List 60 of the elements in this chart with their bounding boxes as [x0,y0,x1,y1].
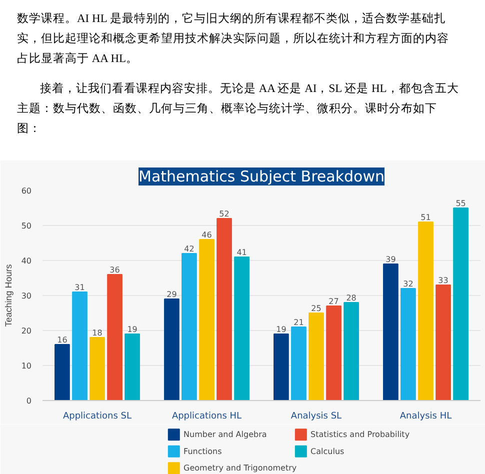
legend-label: Number and Algebra [184,430,267,440]
data-label: 16 [57,336,68,344]
y-axis-title: Teaching Hours [3,264,14,327]
data-label: 55 [456,199,466,208]
legend-label: Calculus [310,446,344,456]
bar [234,256,250,400]
data-label: 36 [110,266,120,274]
y-tick-label: 40 [21,256,32,266]
data-label: 18 [92,328,102,338]
legend-label: Statistics and Probability [310,430,410,440]
data-label: 52 [219,210,230,218]
data-label: 39 [386,255,396,264]
bar [90,337,105,400]
legend-label: Functions [184,446,222,456]
bar [436,284,451,400]
x-tick-label: Applications HL [172,412,242,422]
bar [383,264,398,400]
data-label: 32 [403,280,414,288]
bar [164,298,180,400]
y-tick-label: 30 [21,292,32,300]
text: 数学课程。AI HL 是最特别的，它与旧大纲的所有课程都不类似，适合数学基础扎实，但比起理论和概念更希望用技术解决实际问题，所以在统计和方程方面的内容占比显著高于 AA HL。 [17,11,450,67]
bar [291,326,306,400]
bar [308,312,324,400]
data-label: 21 [294,318,304,327]
x-tick-label: Analysis SL [290,412,342,422]
y-tick-label: 0 [26,396,32,406]
y-tick-label: 60 [21,186,32,196]
bar [274,334,289,400]
data-label: 27 [328,297,339,306]
bar [400,288,416,400]
data-label: 46 [202,230,212,240]
legend-label: Geometry and Trigonometry [184,464,297,473]
y-tick-label: 20 [21,326,32,336]
data-label: 29 [166,290,177,299]
y-tick-label: 50 [21,222,32,230]
bar [124,334,140,400]
bar [344,302,359,400]
data-label: 25 [311,304,322,313]
bar [54,344,70,400]
bar [418,222,434,400]
data-label: 33 [438,276,448,285]
data-label: 19 [276,325,286,334]
bar [199,239,214,400]
data-label: 51 [420,213,431,222]
data-label: 19 [127,325,138,334]
data-label: 41 [236,248,247,257]
bar [326,306,342,400]
text: 接着，让我们看看课程内容安排。无论是 AA 还是 AI，SL 还是 HL，都包含五大主题：数与代数、函数、几何与三角、概率论与统计学、微积分。课时分布如下图： [17,81,460,137]
x-tick-label: Analysis HL [400,412,452,422]
chart-title: Mathematics Subject Breakdown [138,168,384,186]
data-label: 31 [74,283,85,292]
bar [182,253,197,400]
y-tick-label: 10 [21,362,32,370]
x-tick-label: Applications SL [62,412,132,422]
bar [216,218,232,400]
bar [453,208,468,400]
bar [107,274,122,400]
data-label: 42 [184,244,194,254]
data-label: 28 [346,294,356,302]
bar [72,292,88,400]
